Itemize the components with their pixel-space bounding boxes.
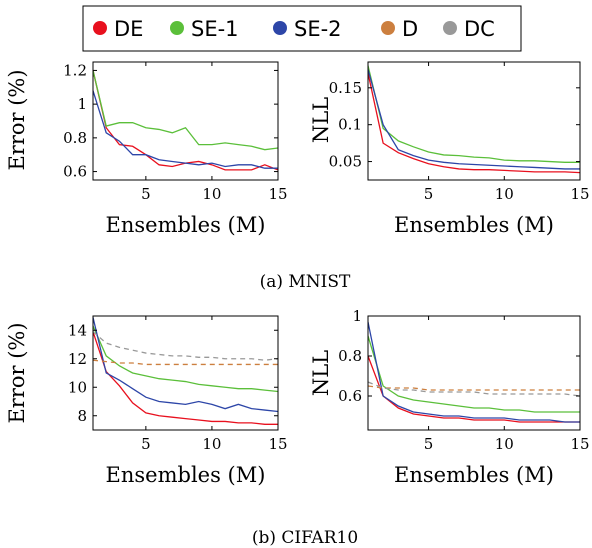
legend-label-d: D (402, 17, 418, 41)
series-line-se-2 (368, 69, 580, 170)
axes-frame (367, 61, 581, 181)
y-tick-label: 1 (352, 307, 362, 325)
series-line-d (368, 385, 580, 391)
y-tick-label: 14 (68, 321, 87, 339)
y-tick-label: 0.8 (338, 347, 362, 365)
legend-marker-de (93, 21, 107, 35)
panel-mnist-error: 5 10 15 0.6 0.8 1 1.2 Ensembles (M) Error (%) (5, 61, 288, 237)
x-axis-label: Ensembles (M) (394, 213, 554, 237)
series-line-se-2 (93, 90, 278, 169)
legend-marker-d (381, 21, 395, 35)
y-tick-label: 1 (77, 95, 87, 113)
series-line-se-1 (368, 335, 580, 413)
axes-frame (92, 315, 279, 431)
series-line-d (93, 359, 278, 366)
legend-marker-se-2 (273, 21, 287, 35)
x-tick-label: 15 (268, 185, 287, 203)
legend-label-dc: DC (464, 17, 495, 41)
axes-frame (92, 61, 279, 181)
x-tick-label: 15 (570, 435, 589, 453)
x-tick-label: 5 (424, 435, 434, 453)
axes-frame (367, 315, 581, 431)
series-line-de (368, 72, 580, 174)
legend-label-de: DE (114, 17, 143, 41)
y-axis-label: NLL (309, 97, 333, 143)
x-tick-label: 10 (202, 435, 221, 453)
panel-mnist-nll: 5 10 15 0.05 0.1 0.15 Ensembles (M) NLL (309, 61, 590, 237)
panel-cifar10-nll: 5 10 15 0.6 0.8 1 Ensembles (M) NLL (309, 307, 590, 487)
y-axis-label: NLL (309, 350, 333, 396)
y-tick-label: 10 (68, 378, 87, 396)
x-tick-label: 5 (141, 435, 151, 453)
x-tick-label: 5 (141, 185, 151, 203)
legend-marker-se-1 (170, 21, 184, 35)
series-line-de (93, 331, 278, 425)
y-axis-label: Error (%) (5, 322, 29, 423)
series-line-se-1 (93, 70, 278, 151)
caption-mnist: (a) MNIST (260, 272, 351, 292)
legend-marker-dc (443, 21, 457, 35)
legend: DE SE-1 SE-2 D DC (82, 5, 522, 52)
series-line-se-1 (93, 325, 278, 393)
panel-cifar10-error: 5 10 15 8 10 12 14 Ensembles (M) Error (%) (5, 315, 288, 487)
y-tick-label: 0.6 (63, 163, 87, 181)
caption-cifar10: (b) CIFAR10 (252, 528, 358, 548)
x-axis-label: Ensembles (M) (106, 213, 266, 237)
series-line-se-2 (368, 321, 580, 423)
x-tick-label: 10 (495, 435, 514, 453)
x-tick-label: 15 (268, 435, 287, 453)
x-tick-label: 10 (495, 185, 514, 203)
y-tick-label: 8 (77, 407, 87, 425)
x-tick-label: 10 (202, 185, 221, 203)
x-axis-label: Ensembles (M) (394, 463, 554, 487)
y-tick-label: 0.15 (329, 79, 362, 97)
series-line-dc (93, 331, 278, 361)
y-tick-label: 0.1 (338, 116, 362, 134)
series-line-se-2 (93, 317, 278, 413)
y-tick-label: 12 (68, 350, 87, 368)
legend-label-se-1: SE-1 (191, 17, 239, 41)
y-tick-label: 0.05 (329, 153, 362, 171)
y-tick-label: 0.6 (338, 387, 362, 405)
series-line-dc (368, 381, 580, 397)
y-tick-label: 1.2 (63, 61, 87, 79)
series-line-de (93, 70, 278, 171)
series-line-de (368, 355, 580, 423)
legend-label-se-2: SE-2 (294, 17, 342, 41)
x-tick-label: 15 (570, 185, 589, 203)
x-axis-label: Ensembles (M) (106, 463, 266, 487)
x-tick-label: 5 (424, 185, 434, 203)
series-line-se-1 (368, 65, 580, 163)
y-axis-label: Error (%) (5, 69, 29, 170)
y-tick-label: 0.8 (63, 129, 87, 147)
